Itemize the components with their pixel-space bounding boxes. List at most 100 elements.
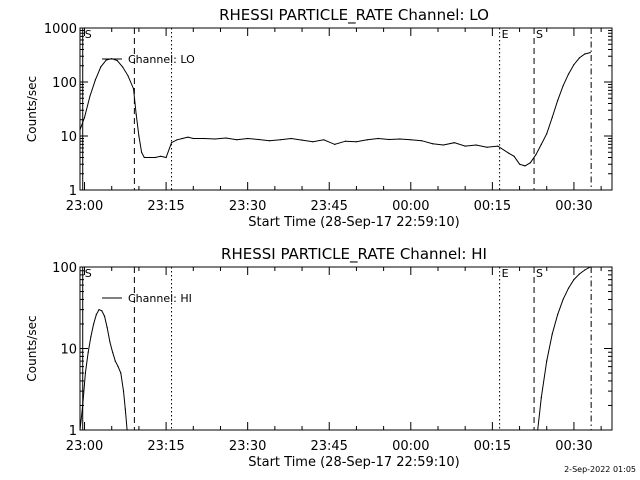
- chart-1-data-point: [257, 138, 260, 141]
- chart-2-data-point: [124, 408, 126, 410]
- chart-2-title: RHESSI PARTICLE_RATE Channel: HI: [221, 245, 487, 264]
- chart-1-ytick-label: 100: [52, 76, 77, 91]
- chart-2-data-point: [98, 309, 100, 311]
- chart-1-data-point: [127, 75, 129, 77]
- chart-1-data-point: [584, 53, 586, 55]
- chart-1-data-point: [410, 139, 412, 141]
- chart-1-axes-frame: [79, 27, 613, 191]
- chart-1-data-point: [89, 95, 91, 97]
- chart-2-data-point: [114, 360, 116, 362]
- chart-2-xlabel: Start Time (28-Sep-17 22:59:10): [248, 455, 459, 470]
- chart-1-xtick-label: 00:00: [392, 199, 429, 214]
- chart-1-data-point: [192, 137, 194, 140]
- chart-1-data-point: [557, 100, 559, 102]
- chart-1-xtick-label: 00:15: [474, 199, 511, 214]
- chart-1-data-point: [312, 141, 314, 143]
- chart-2-data-point: [84, 372, 86, 374]
- chart-2-data-point: [537, 429, 539, 431]
- chart-1-data-point: [214, 138, 216, 140]
- chart-1-event-label: E: [502, 28, 509, 41]
- chart-1-xlabel: Start Time (28-Sep-17 22:59:10): [248, 215, 459, 230]
- chart-1-data-point: [508, 152, 510, 154]
- chart-1-legend-label: Channel: LO: [128, 53, 195, 66]
- chart-1-data-point: [323, 139, 325, 141]
- chart-1-data-point: [176, 139, 178, 141]
- chart-2-event-label: E: [502, 267, 509, 280]
- chart-1-xtick-label: 23:15: [147, 199, 184, 214]
- chart-2-xtick-label: 23:15: [147, 439, 184, 454]
- chart-1-data-point: [399, 138, 401, 140]
- chart-2-data-point: [90, 336, 92, 338]
- chart-1-data-point: [377, 137, 379, 140]
- chart-2-xtick-label: 23:30: [229, 439, 266, 454]
- chart-1-data-point: [464, 145, 466, 147]
- chart-1-data-point: [154, 156, 156, 159]
- chart-1-xtick-label: 23:30: [229, 199, 266, 214]
- chart-2-data-point: [79, 429, 81, 431]
- chart-1-data-point: [83, 116, 86, 119]
- chart-1-xtick-label: 23:45: [310, 199, 347, 214]
- chart-2-ytick-label: 100: [52, 261, 77, 276]
- chart-1-data-point: [334, 143, 336, 145]
- chart-1-data-point: [165, 156, 167, 159]
- chart-1-data-point: [100, 66, 102, 68]
- chart-1-data-point: [366, 139, 368, 141]
- chart-1-data-point: [181, 137, 183, 140]
- chart-2-data-point: [126, 429, 128, 431]
- chart-1-data-point: [573, 64, 575, 66]
- chart-1-data-point: [203, 137, 205, 140]
- chart-1-data-point: [132, 88, 135, 90]
- chart-2-data-point: [567, 287, 570, 289]
- chart-1-data-point: [149, 156, 151, 159]
- chart-1-data-point: [497, 145, 499, 147]
- chart-1-data-point: [551, 116, 553, 119]
- chart-1-data-point: [105, 59, 107, 61]
- chart-1-data-point: [432, 143, 434, 145]
- chart-1-data-point: [279, 139, 281, 141]
- chart-1-series-line-1: [79, 52, 591, 167]
- chart-2-xtick-label: 23:45: [310, 439, 347, 454]
- chart-1-data-point: [135, 113, 137, 116]
- chart-1-data-point: [344, 140, 347, 142]
- chart-1-data-point: [524, 165, 526, 167]
- chart-2-data-point: [112, 351, 114, 353]
- chart-1-data-point: [187, 136, 189, 138]
- chart-2-data-point: [106, 327, 108, 329]
- chart-2-data-point: [573, 279, 575, 281]
- chart-1-ylabel: Counts/sec: [25, 76, 39, 142]
- chart-2-data-point: [103, 315, 106, 317]
- chart-1-data-point: [540, 143, 542, 145]
- chart-2-data-point: [95, 314, 97, 316]
- chart-1-data-point: [578, 57, 581, 59]
- chart-1-data-point: [567, 73, 570, 75]
- chart-1-data-point: [519, 163, 521, 165]
- chart-2-data-point: [540, 397, 542, 399]
- chart-2-data-point: [584, 269, 586, 271]
- chart-2-data-point: [109, 341, 111, 343]
- chart-1-data-point: [79, 129, 81, 131]
- chart-1-data-point: [94, 79, 96, 81]
- chart-1-data-point: [421, 140, 423, 142]
- chart-1-data-point: [236, 139, 238, 141]
- chart-2-data-point: [562, 298, 564, 300]
- chart-2-xtick-label: 00:00: [392, 439, 429, 454]
- chart-1-data-point: [268, 140, 270, 142]
- chart-1-data-point: [290, 137, 292, 140]
- chart-2-data-point: [120, 372, 122, 374]
- chart-2-data-point: [82, 404, 84, 407]
- chart-1-data-point: [535, 154, 537, 156]
- chart-1-data-point: [475, 144, 477, 146]
- chart-1-event-label: S: [536, 28, 543, 41]
- chart-2-data-point: [546, 360, 548, 362]
- chart-1-xtick-label: 23:00: [66, 199, 103, 214]
- chart-1-ytick-label: 1000: [44, 22, 77, 37]
- chart-1-data-point: [122, 66, 124, 68]
- chart-2-data-point: [551, 333, 553, 335]
- chart-1-xtick-label: 00:30: [555, 199, 592, 214]
- chart-2-data-point: [557, 314, 559, 316]
- chart-1-data-point: [513, 155, 515, 157]
- chart-2-event-label: S: [85, 267, 92, 280]
- chart-1-data-point: [453, 142, 455, 144]
- chart-2-data-point: [87, 351, 89, 353]
